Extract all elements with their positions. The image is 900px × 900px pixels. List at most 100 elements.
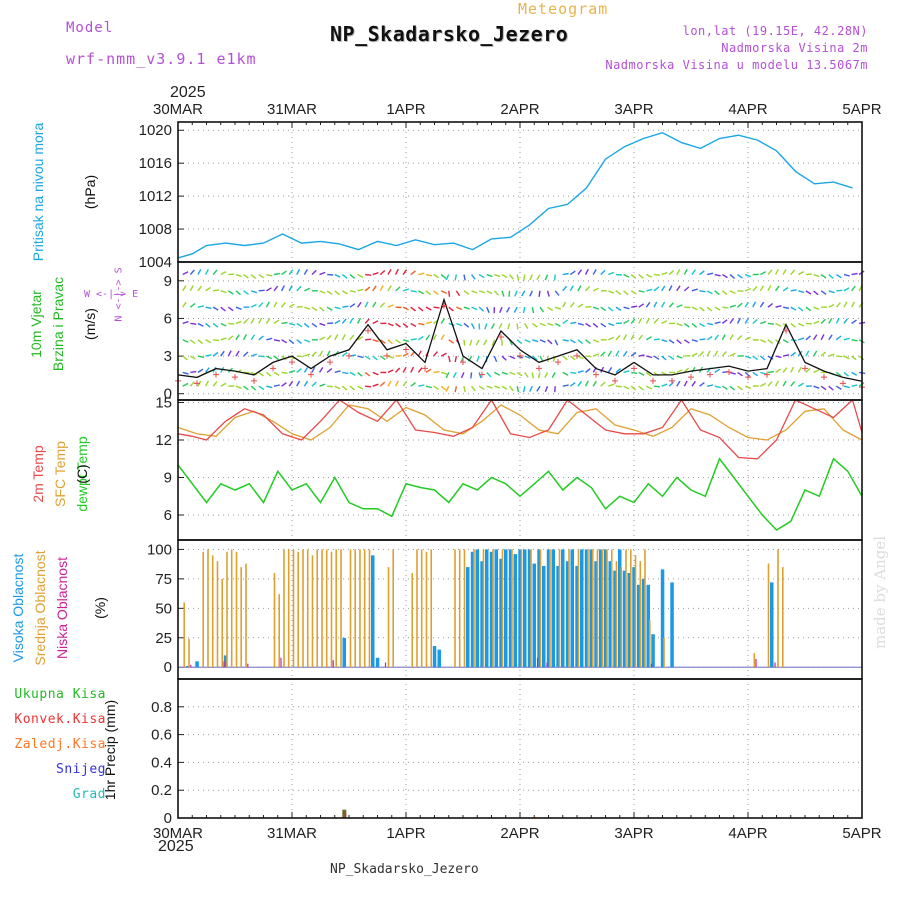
wind-barb xyxy=(387,380,392,387)
wind-barb xyxy=(554,322,561,327)
wind-barb xyxy=(342,305,349,308)
wind-barb xyxy=(638,354,645,357)
wind-barb xyxy=(782,339,789,344)
wind-barb xyxy=(471,290,478,294)
mid-cloud-bar xyxy=(782,567,784,668)
wind-barb xyxy=(372,355,378,361)
wind-barb xyxy=(205,306,212,309)
year-label-bottom: 2025 xyxy=(158,838,194,855)
wind-barb xyxy=(683,339,690,344)
wind-barb xyxy=(790,322,796,328)
mid-cloud-bar xyxy=(649,620,651,668)
wind-barb xyxy=(463,274,466,281)
wind-barb xyxy=(235,273,242,278)
wind-barb xyxy=(484,323,488,330)
wind-barb xyxy=(714,321,721,325)
wind-barb xyxy=(744,355,752,359)
mid-cloud-bar xyxy=(354,549,356,668)
wind-barb xyxy=(498,323,503,330)
wind-barb xyxy=(835,385,842,390)
wind-barb xyxy=(433,290,439,296)
wind-barb xyxy=(744,371,751,377)
wind-barb xyxy=(402,306,409,311)
pressure-ytick-label: 1004 xyxy=(139,254,172,271)
wind-barb xyxy=(813,385,820,389)
wind-barb xyxy=(364,371,371,377)
wind-barb xyxy=(486,371,492,378)
wind-barb xyxy=(851,339,858,342)
wind-barb xyxy=(182,285,187,292)
wind-barb xyxy=(296,339,302,344)
wind-barb xyxy=(227,350,232,357)
wind-barb xyxy=(653,385,660,388)
low-cloud-bar xyxy=(755,659,757,668)
wind-barb xyxy=(440,371,448,375)
wind-barb xyxy=(569,355,576,361)
mid-cloud-bar xyxy=(568,549,570,668)
wind-barb xyxy=(782,367,788,373)
wind-barb xyxy=(539,306,545,313)
wind-barb xyxy=(544,372,549,379)
wind-barb xyxy=(410,366,415,373)
elevation-label: Nadmorska Visina 2m xyxy=(721,41,868,55)
wind-barb xyxy=(204,268,210,275)
wind-barb xyxy=(189,339,196,345)
wind-barb xyxy=(235,306,242,311)
wind-barb xyxy=(645,301,651,308)
wind-barb xyxy=(828,385,834,391)
wind-barb xyxy=(539,355,544,362)
wind-barb xyxy=(623,319,630,325)
wind-barb xyxy=(638,303,645,308)
wind-barb xyxy=(494,273,501,278)
wind-barb xyxy=(820,334,825,341)
wind-barb xyxy=(615,350,620,357)
wind-gust-marker xyxy=(574,352,580,359)
wind-barb xyxy=(265,371,272,377)
wind-barb xyxy=(395,339,401,344)
pressure-ytick-label: 1008 xyxy=(139,221,172,238)
wind-barb xyxy=(235,350,240,357)
date-label-bottom: 31MAR xyxy=(267,825,317,842)
wind-barb xyxy=(470,323,476,330)
mid-cloud-bar xyxy=(601,549,604,668)
wind-barb xyxy=(220,350,225,357)
wind-barb xyxy=(645,336,652,341)
wind-barb xyxy=(402,352,409,357)
wind-gust-marker xyxy=(441,302,447,309)
wind-barb xyxy=(227,290,234,295)
wind-barb xyxy=(585,285,591,292)
wind-barb xyxy=(683,322,690,328)
wind-barb xyxy=(600,306,607,312)
wind-barb xyxy=(554,290,560,296)
mid-cloud-bar xyxy=(349,549,352,668)
wind-barb xyxy=(554,339,559,346)
wind-barb xyxy=(660,301,666,308)
wind-barb xyxy=(440,290,447,295)
wind-barb xyxy=(577,269,583,275)
wind-barb xyxy=(189,381,195,387)
wind-barb xyxy=(790,289,797,292)
wind-barb xyxy=(440,274,447,279)
wind-barb xyxy=(691,380,696,387)
wind-barb xyxy=(425,290,432,296)
wind-barb xyxy=(258,302,264,308)
high-cloud-bar xyxy=(565,561,570,668)
wind-barb xyxy=(197,339,204,345)
wind-barb xyxy=(445,385,450,392)
wind-barb xyxy=(296,355,303,358)
wind-barb xyxy=(760,382,767,387)
date-label-top: 5APR xyxy=(842,101,881,118)
wind-barb xyxy=(706,350,711,357)
wind-barb xyxy=(752,286,758,292)
wind-barb xyxy=(326,290,333,295)
wind-barb xyxy=(326,306,333,311)
wind-barb xyxy=(843,273,850,277)
wind-barb xyxy=(395,322,401,328)
wind-gust-marker xyxy=(764,371,770,378)
wind-barb xyxy=(478,385,485,390)
low-cloud-bar xyxy=(546,662,548,668)
wind-barb xyxy=(445,372,450,379)
wind-ytick-label: 6 xyxy=(164,310,172,327)
mid-cloud-bar xyxy=(221,578,223,668)
wind-barb xyxy=(544,274,549,281)
